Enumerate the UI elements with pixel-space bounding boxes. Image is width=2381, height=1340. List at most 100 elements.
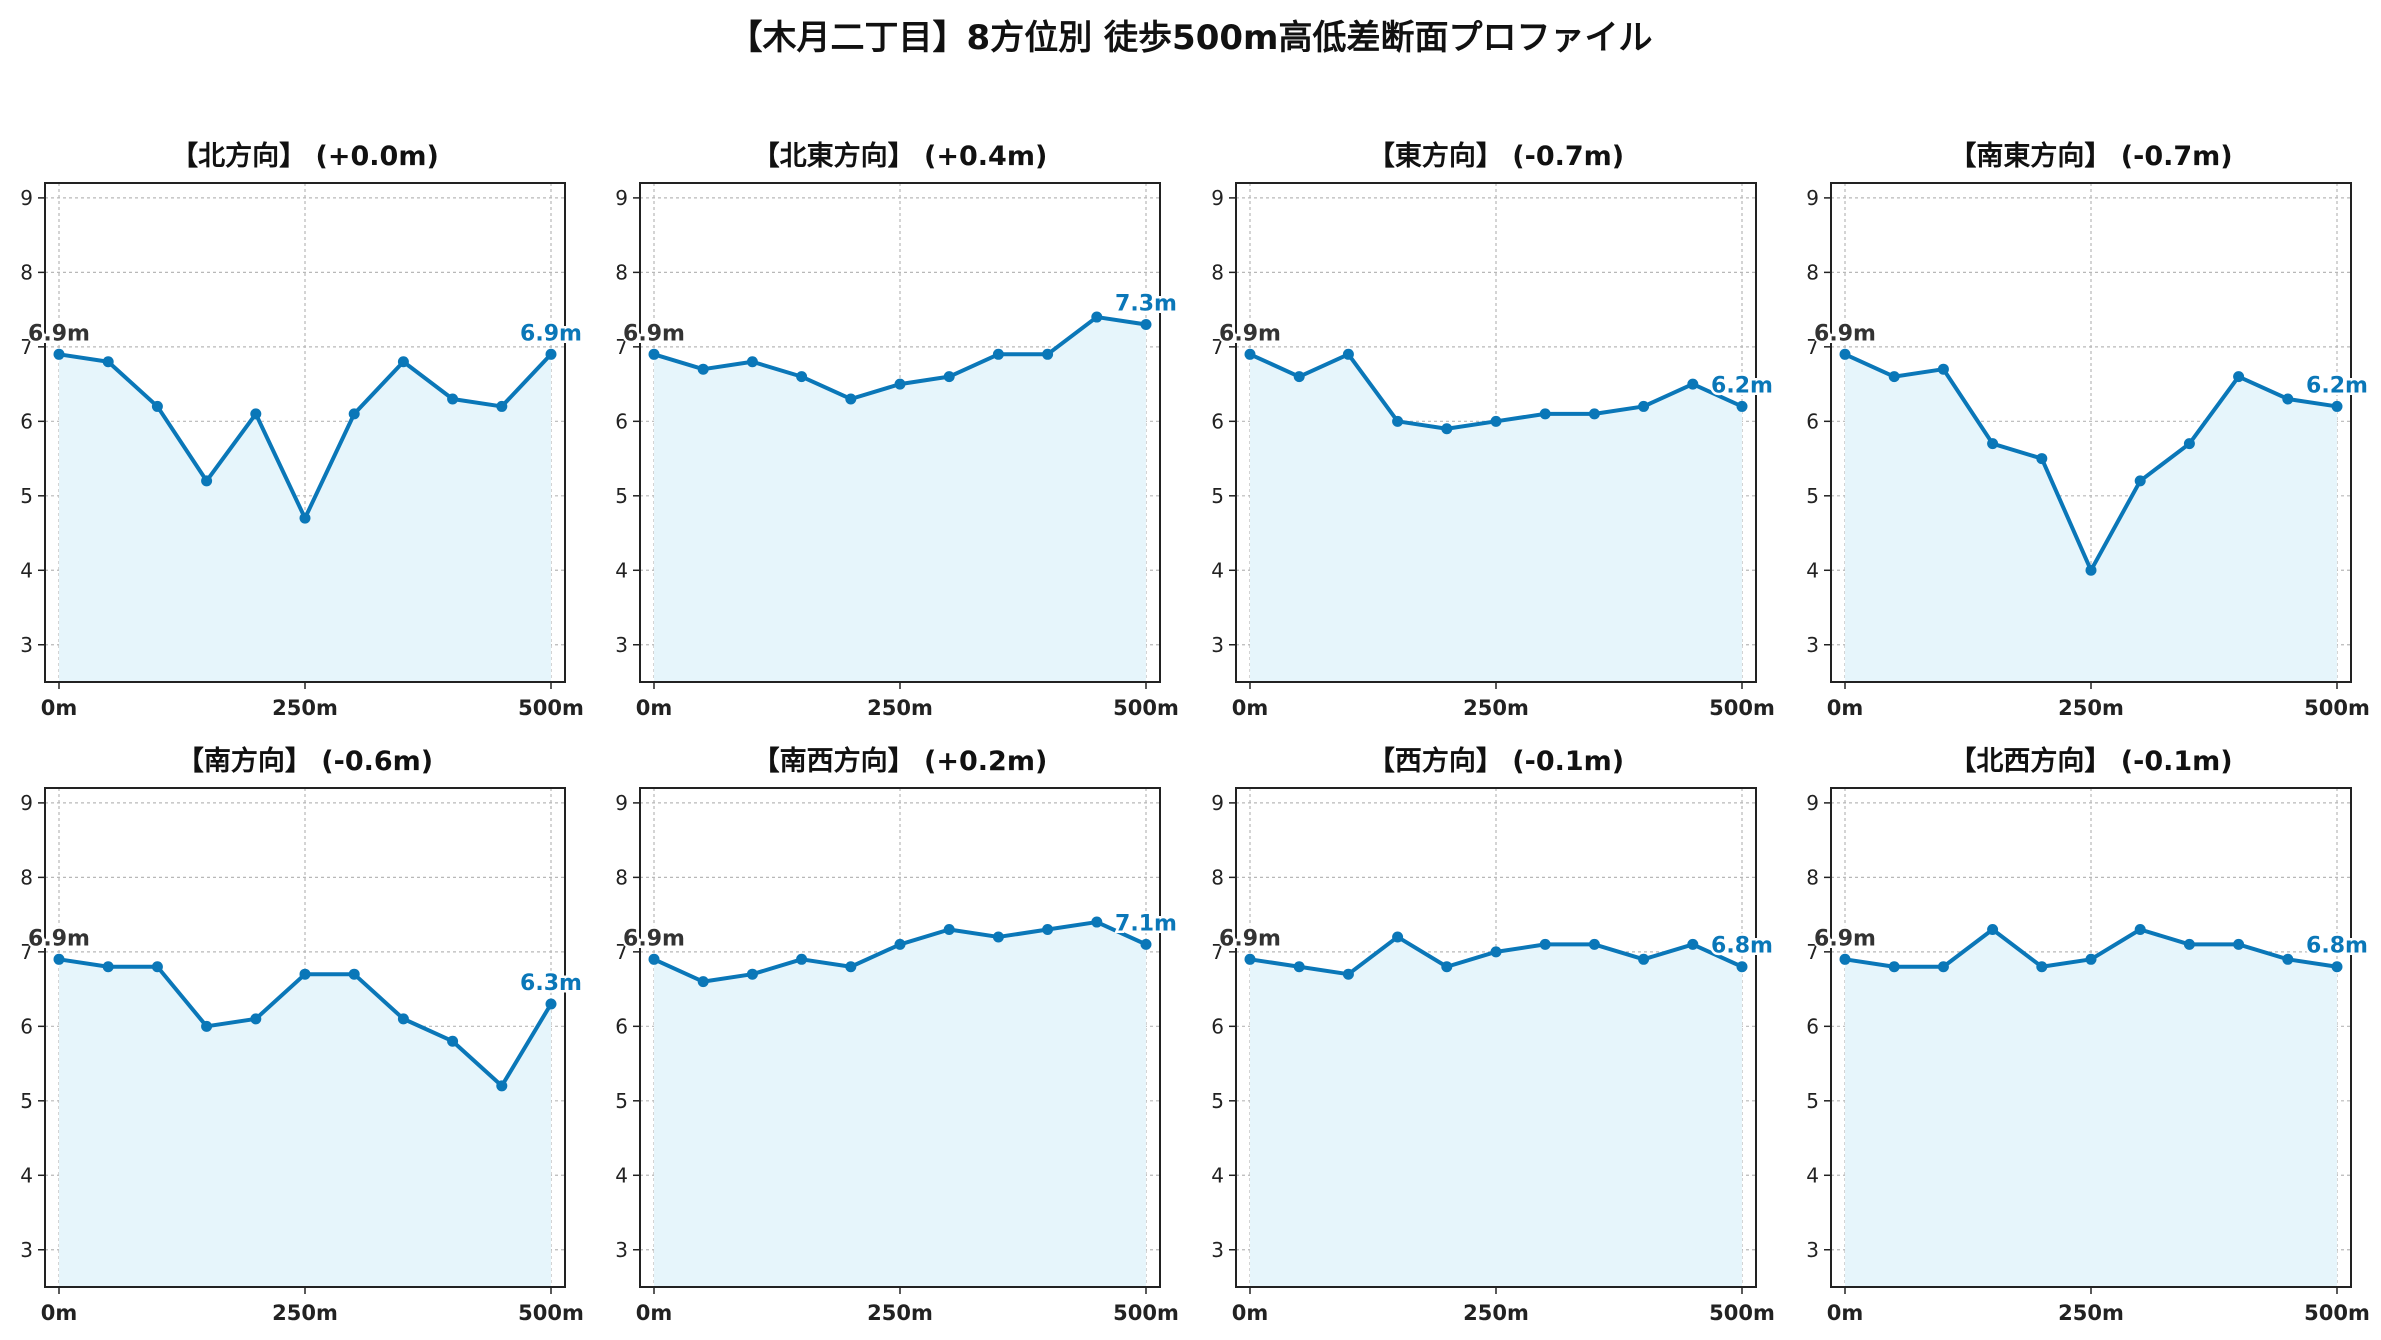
data-point [2085, 953, 2097, 965]
start-elevation-label: 6.9m [1814, 926, 1876, 951]
x-tick-label: 500m [2304, 1301, 2370, 1325]
data-point [447, 1035, 459, 1047]
data-point [1937, 363, 1949, 375]
data-point [648, 348, 660, 360]
y-tick-label: 5 [615, 1089, 628, 1113]
x-tick-label: 250m [1463, 696, 1529, 720]
y-tick-label: 9 [20, 791, 33, 815]
data-point [1293, 961, 1305, 973]
y-tick-label: 8 [615, 260, 628, 284]
panel-title: 【北方向】 (+0.0m) [171, 140, 439, 172]
x-tick-label: 0m [1827, 696, 1864, 720]
y-tick-label: 3 [20, 1238, 33, 1262]
y-tick-label: 7 [615, 940, 628, 964]
data-point [894, 938, 906, 950]
data-point [348, 968, 360, 980]
end-elevation-label: 6.2m [1711, 373, 1773, 398]
y-tick-label: 4 [1211, 558, 1224, 582]
elevation-area [654, 922, 1146, 1287]
y-tick-label: 3 [615, 633, 628, 657]
y-tick-label: 3 [1211, 1238, 1224, 1262]
y-tick-label: 4 [1211, 1163, 1224, 1187]
start-elevation-label: 6.9m [1814, 321, 1876, 346]
data-point [447, 393, 459, 405]
x-tick-label: 0m [41, 1301, 78, 1325]
y-tick-label: 7 [1211, 335, 1224, 359]
y-tick-label: 8 [1806, 260, 1819, 284]
elevation-area [1845, 354, 2337, 682]
y-tick-label: 3 [20, 633, 33, 657]
data-point [1140, 319, 1152, 331]
data-point [1091, 916, 1103, 928]
y-tick-label: 7 [1211, 940, 1224, 964]
data-point [299, 512, 311, 524]
y-tick-label: 8 [20, 260, 33, 284]
data-point [250, 408, 262, 420]
data-point [697, 976, 709, 988]
x-tick-label: 250m [1463, 1301, 1529, 1325]
x-tick-label: 0m [1232, 1301, 1269, 1325]
y-tick-label: 6 [615, 1014, 628, 1038]
chart-panel: 【北東方向】 (+0.4m) 3 4 5 6 7 8 9 0m 250m 500m 6.9m 7.3m [615, 140, 1179, 720]
chart-panel: 【北方向】 (+0.0m) 3 4 5 6 7 8 9 0m 250m 500m 6.9m 6.9m [20, 140, 584, 720]
data-point [746, 968, 758, 980]
end-elevation-label: 6.8m [1711, 934, 1773, 959]
data-point [1140, 938, 1152, 950]
panel-title: 【北西方向】 (-0.1m) [1949, 745, 2232, 777]
x-tick-label: 250m [272, 696, 338, 720]
chart-panel: 【南方向】 (-0.6m) 3 4 5 6 7 8 9 0m 250m 500m 6.9m 6.3m [20, 745, 584, 1325]
data-point [496, 400, 508, 412]
data-point [2134, 475, 2146, 487]
x-tick-label: 0m [1232, 696, 1269, 720]
data-point [53, 348, 65, 360]
start-elevation-label: 6.9m [1219, 926, 1281, 951]
chart-panel: 【西方向】 (-0.1m) 3 4 5 6 7 8 9 0m 250m 500m 6.9m 6.8m [1211, 745, 1775, 1325]
data-point [796, 371, 808, 383]
x-tick-label: 250m [867, 696, 933, 720]
data-point [796, 953, 808, 965]
y-tick-label: 8 [1211, 865, 1224, 889]
y-tick-label: 4 [1806, 558, 1819, 582]
panel-title: 【南方向】 (-0.6m) [177, 745, 433, 777]
data-point [1888, 961, 1900, 973]
data-point [102, 961, 114, 973]
y-tick-label: 8 [20, 865, 33, 889]
y-tick-label: 4 [20, 558, 33, 582]
data-point [496, 1080, 508, 1092]
y-tick-label: 6 [20, 409, 33, 433]
elevation-area [1250, 354, 1742, 682]
y-tick-label: 8 [1211, 260, 1224, 284]
data-point [1687, 378, 1699, 390]
end-elevation-label: 6.3m [520, 971, 582, 996]
data-point [1588, 408, 1600, 420]
x-tick-label: 500m [1113, 696, 1179, 720]
elevation-area [59, 959, 551, 1287]
data-point [1490, 946, 1502, 958]
x-tick-label: 500m [1113, 1301, 1179, 1325]
panel-title: 【東方向】 (-0.7m) [1368, 140, 1624, 172]
y-tick-label: 3 [1806, 633, 1819, 657]
y-tick-label: 3 [1211, 633, 1224, 657]
data-point [1441, 961, 1453, 973]
y-tick-label: 4 [20, 1163, 33, 1187]
data-point [1687, 938, 1699, 950]
data-point [2085, 564, 2097, 576]
data-point [1042, 924, 1054, 936]
elevation-area [1845, 929, 2337, 1287]
data-point [1839, 953, 1851, 965]
data-point [348, 408, 360, 420]
y-tick-label: 5 [1806, 484, 1819, 508]
x-tick-label: 500m [518, 696, 584, 720]
y-tick-label: 6 [20, 1014, 33, 1038]
y-tick-label: 7 [20, 335, 33, 359]
data-point [1244, 348, 1256, 360]
panel-title: 【南東方向】 (-0.7m) [1949, 140, 2232, 172]
y-tick-label: 9 [615, 791, 628, 815]
data-point [1888, 371, 1900, 383]
data-point [1392, 415, 1404, 427]
data-point [397, 356, 409, 368]
end-elevation-label: 6.2m [2306, 373, 2368, 398]
y-tick-label: 9 [1211, 186, 1224, 210]
data-point [992, 348, 1004, 360]
